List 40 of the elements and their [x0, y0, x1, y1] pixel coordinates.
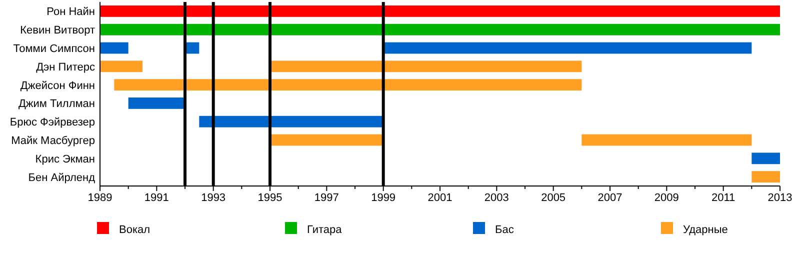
y-tick-label: Джейсон Финн	[20, 80, 95, 92]
bar	[100, 60, 142, 72]
x-tick-label: 2009	[654, 192, 679, 204]
y-tick-label: Джим Тиллман	[18, 98, 95, 110]
x-tick-label: 1997	[314, 192, 339, 204]
legend-label: Гитара	[307, 224, 343, 236]
bar	[199, 116, 384, 128]
bar	[100, 42, 128, 54]
x-tick-label: 2013	[768, 192, 792, 204]
x-tick-label: 1995	[258, 192, 282, 204]
bar	[270, 60, 582, 72]
bar	[128, 97, 185, 109]
y-tick-label: Томми Симпсон	[13, 43, 95, 55]
y-tick-label: Бен Айрленд	[28, 172, 96, 184]
bar	[752, 171, 780, 183]
bar	[114, 79, 582, 91]
y-tick-label: Кевин Витворт	[20, 24, 95, 37]
bar	[100, 24, 780, 36]
x-tick-label: 1999	[371, 192, 396, 204]
bar	[100, 5, 780, 17]
bar	[270, 134, 384, 146]
x-tick-label: 1991	[144, 192, 169, 204]
x-tick-label: 2011	[712, 192, 736, 204]
bar	[752, 152, 780, 164]
y-tick-label: Дэн Питерс	[36, 61, 96, 74]
y-tick-label: Майк Масбургер	[11, 135, 95, 147]
legend-label: Бас	[495, 224, 514, 236]
bar	[383, 42, 752, 54]
y-tick-label: Крис Экман	[35, 153, 95, 166]
bar	[582, 134, 752, 146]
x-tick-label: 2003	[484, 192, 509, 204]
legend-label: Ударные	[683, 224, 728, 236]
x-tick-label: 2007	[598, 192, 622, 204]
legend-label: Вокал	[119, 224, 150, 236]
x-tick-label: 2005	[541, 192, 566, 204]
x-tick-label: 2001	[428, 192, 452, 204]
y-tick-label: Брюс Фэйрвезер	[10, 116, 95, 129]
x-tick-label: 1989	[88, 192, 112, 204]
y-tick-label: Рон Найн	[46, 6, 95, 18]
x-tick-label: 1993	[201, 192, 226, 204]
